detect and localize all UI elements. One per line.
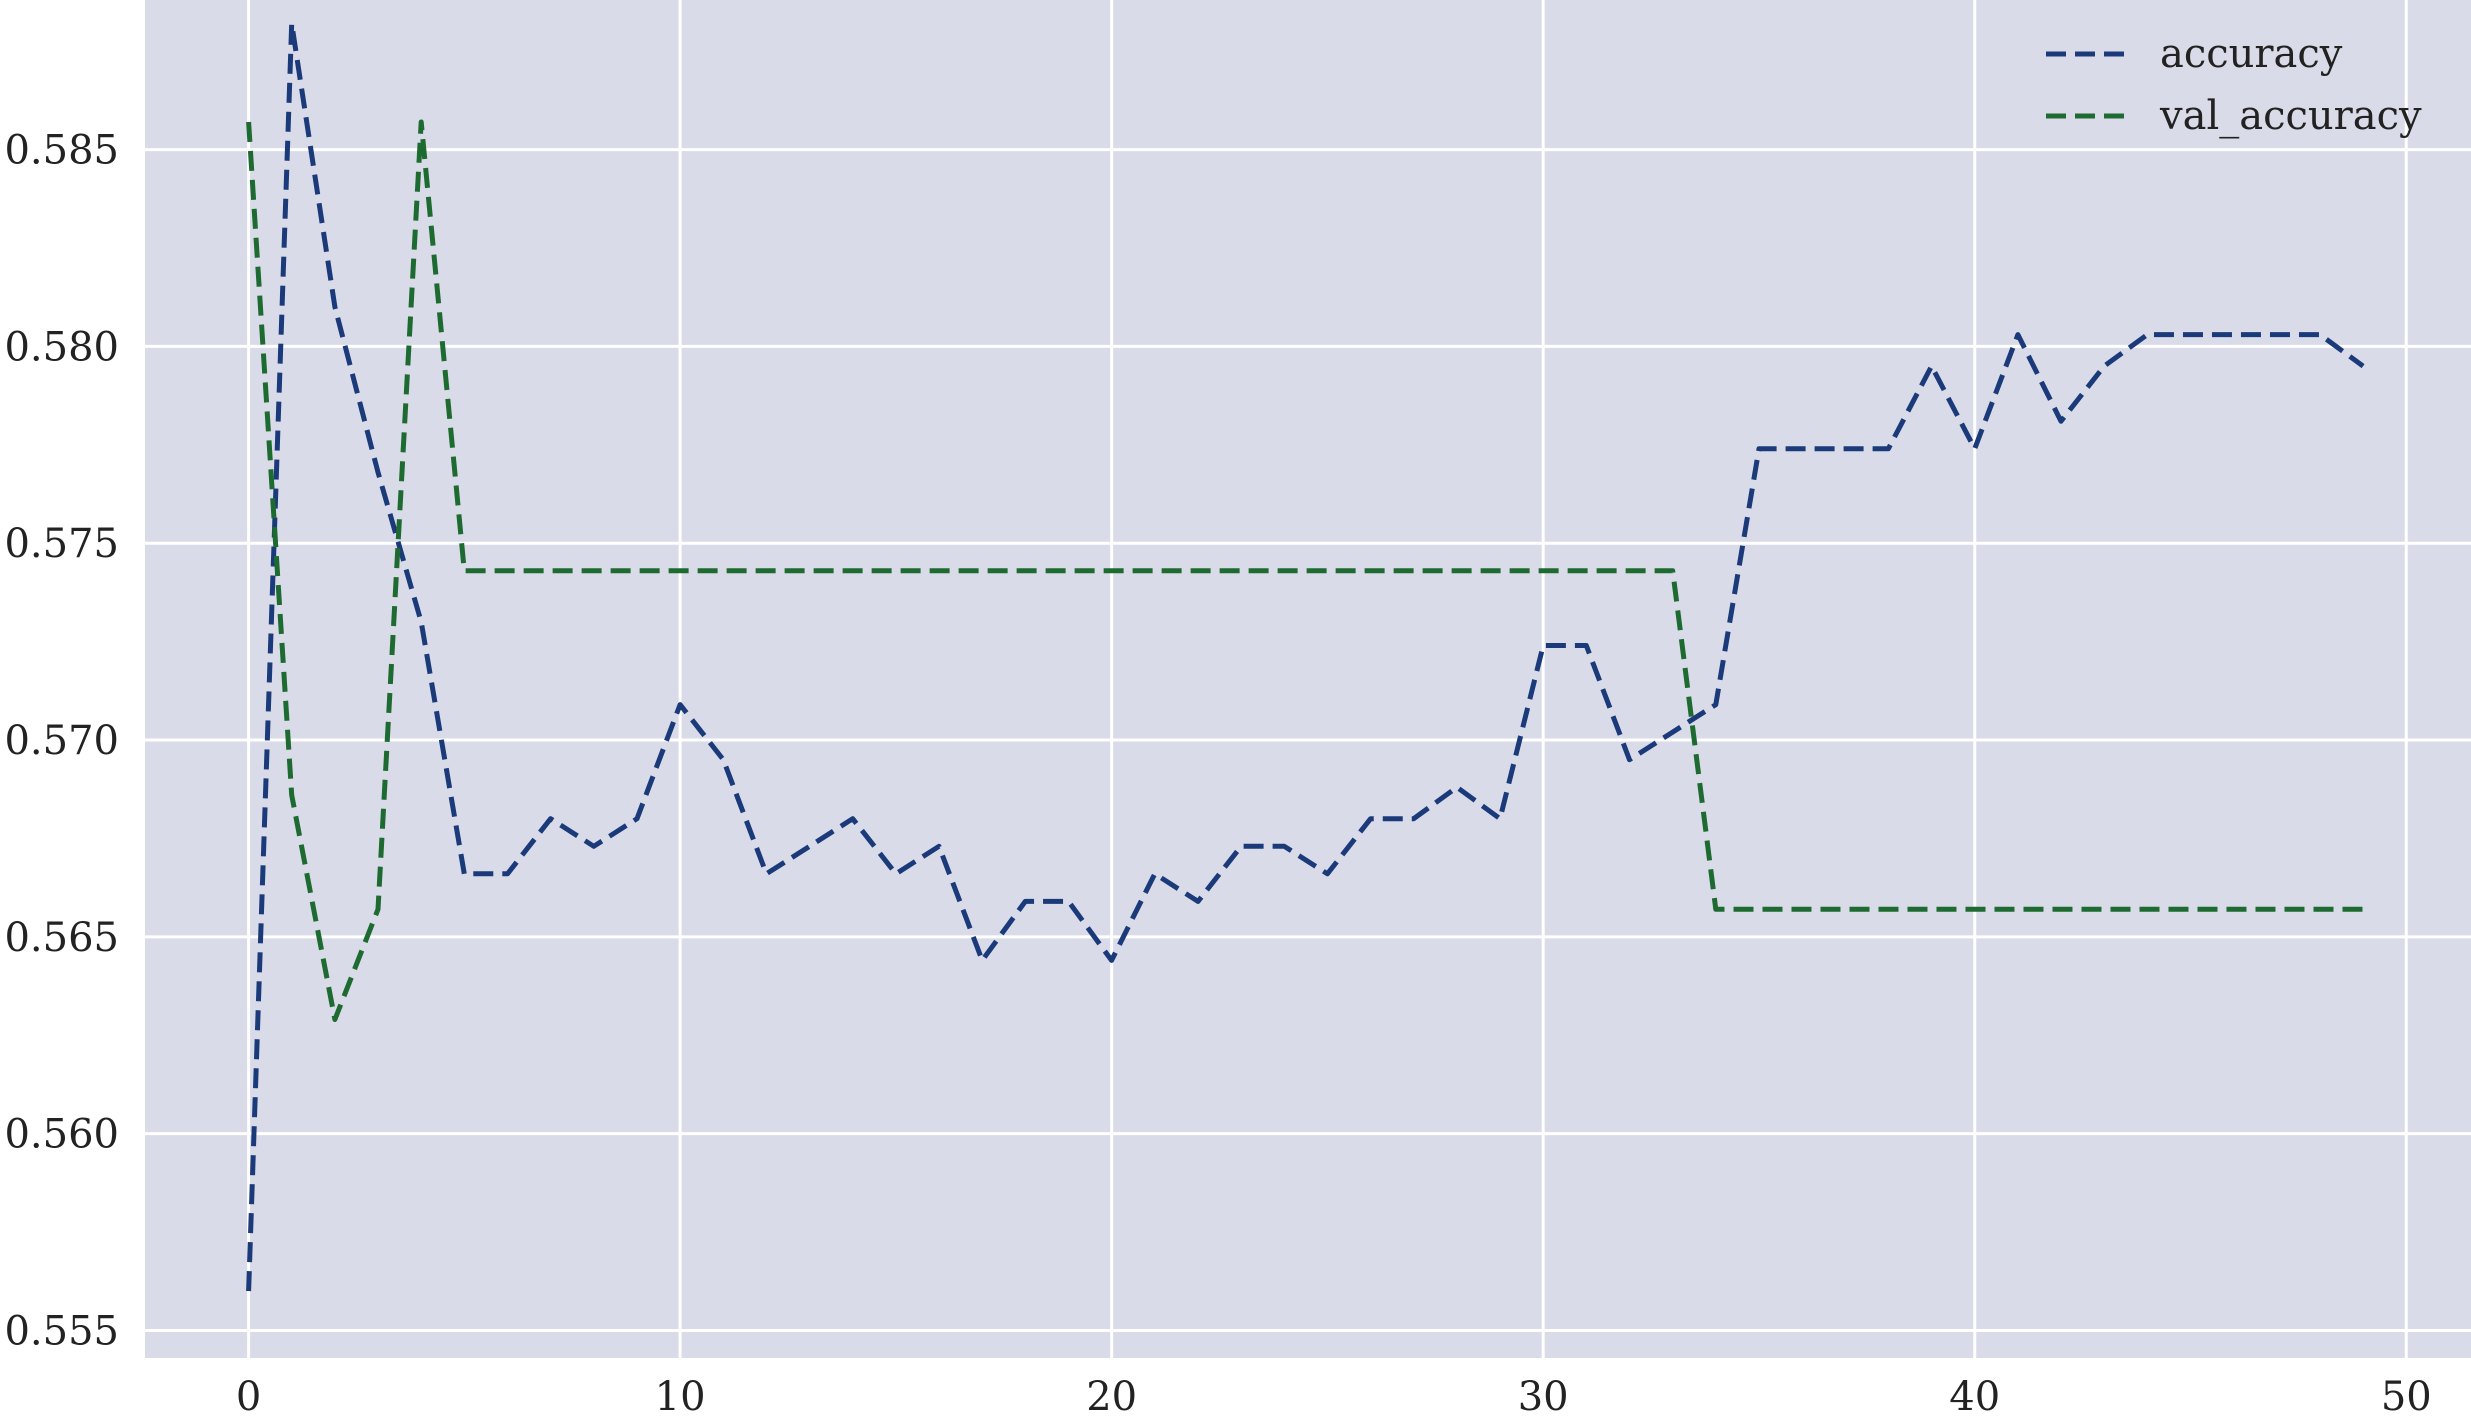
series-line-accuracy bbox=[246, 21, 2365, 1292]
y-tick-label: 0.560 bbox=[4, 1112, 119, 1158]
y-tick-label: 0.580 bbox=[4, 324, 119, 370]
y-tick-label: 0.565 bbox=[4, 915, 119, 961]
x-tick-label: 40 bbox=[1949, 1374, 2000, 1420]
x-tick-label: 10 bbox=[655, 1374, 706, 1420]
legend-label-accuracy: accuracy bbox=[2160, 31, 2343, 77]
legend: accuracy val_accuracy bbox=[2046, 31, 2422, 139]
series-layer bbox=[246, 21, 2365, 1292]
x-tick-label: 30 bbox=[1518, 1374, 1569, 1420]
y-tick-label: 0.570 bbox=[4, 718, 119, 764]
tick-labels: 0.555 0.560 0.565 0.570 0.575 0.580 0.585 0 10 20… bbox=[4, 128, 2431, 1420]
legend-label-val-accuracy: val_accuracy bbox=[2159, 93, 2422, 139]
x-tick-label: 50 bbox=[2381, 1374, 2432, 1420]
y-tick-label: 0.555 bbox=[4, 1308, 119, 1354]
series-line-val-accuracy bbox=[246, 119, 2364, 1022]
y-tick-label: 0.585 bbox=[4, 128, 119, 174]
plot-background bbox=[145, 0, 2471, 1358]
x-tick-label: 20 bbox=[1086, 1374, 1137, 1420]
y-tick-label: 0.575 bbox=[4, 521, 119, 567]
x-tick-label: 0 bbox=[236, 1374, 261, 1420]
gridlines bbox=[145, 0, 2471, 1358]
